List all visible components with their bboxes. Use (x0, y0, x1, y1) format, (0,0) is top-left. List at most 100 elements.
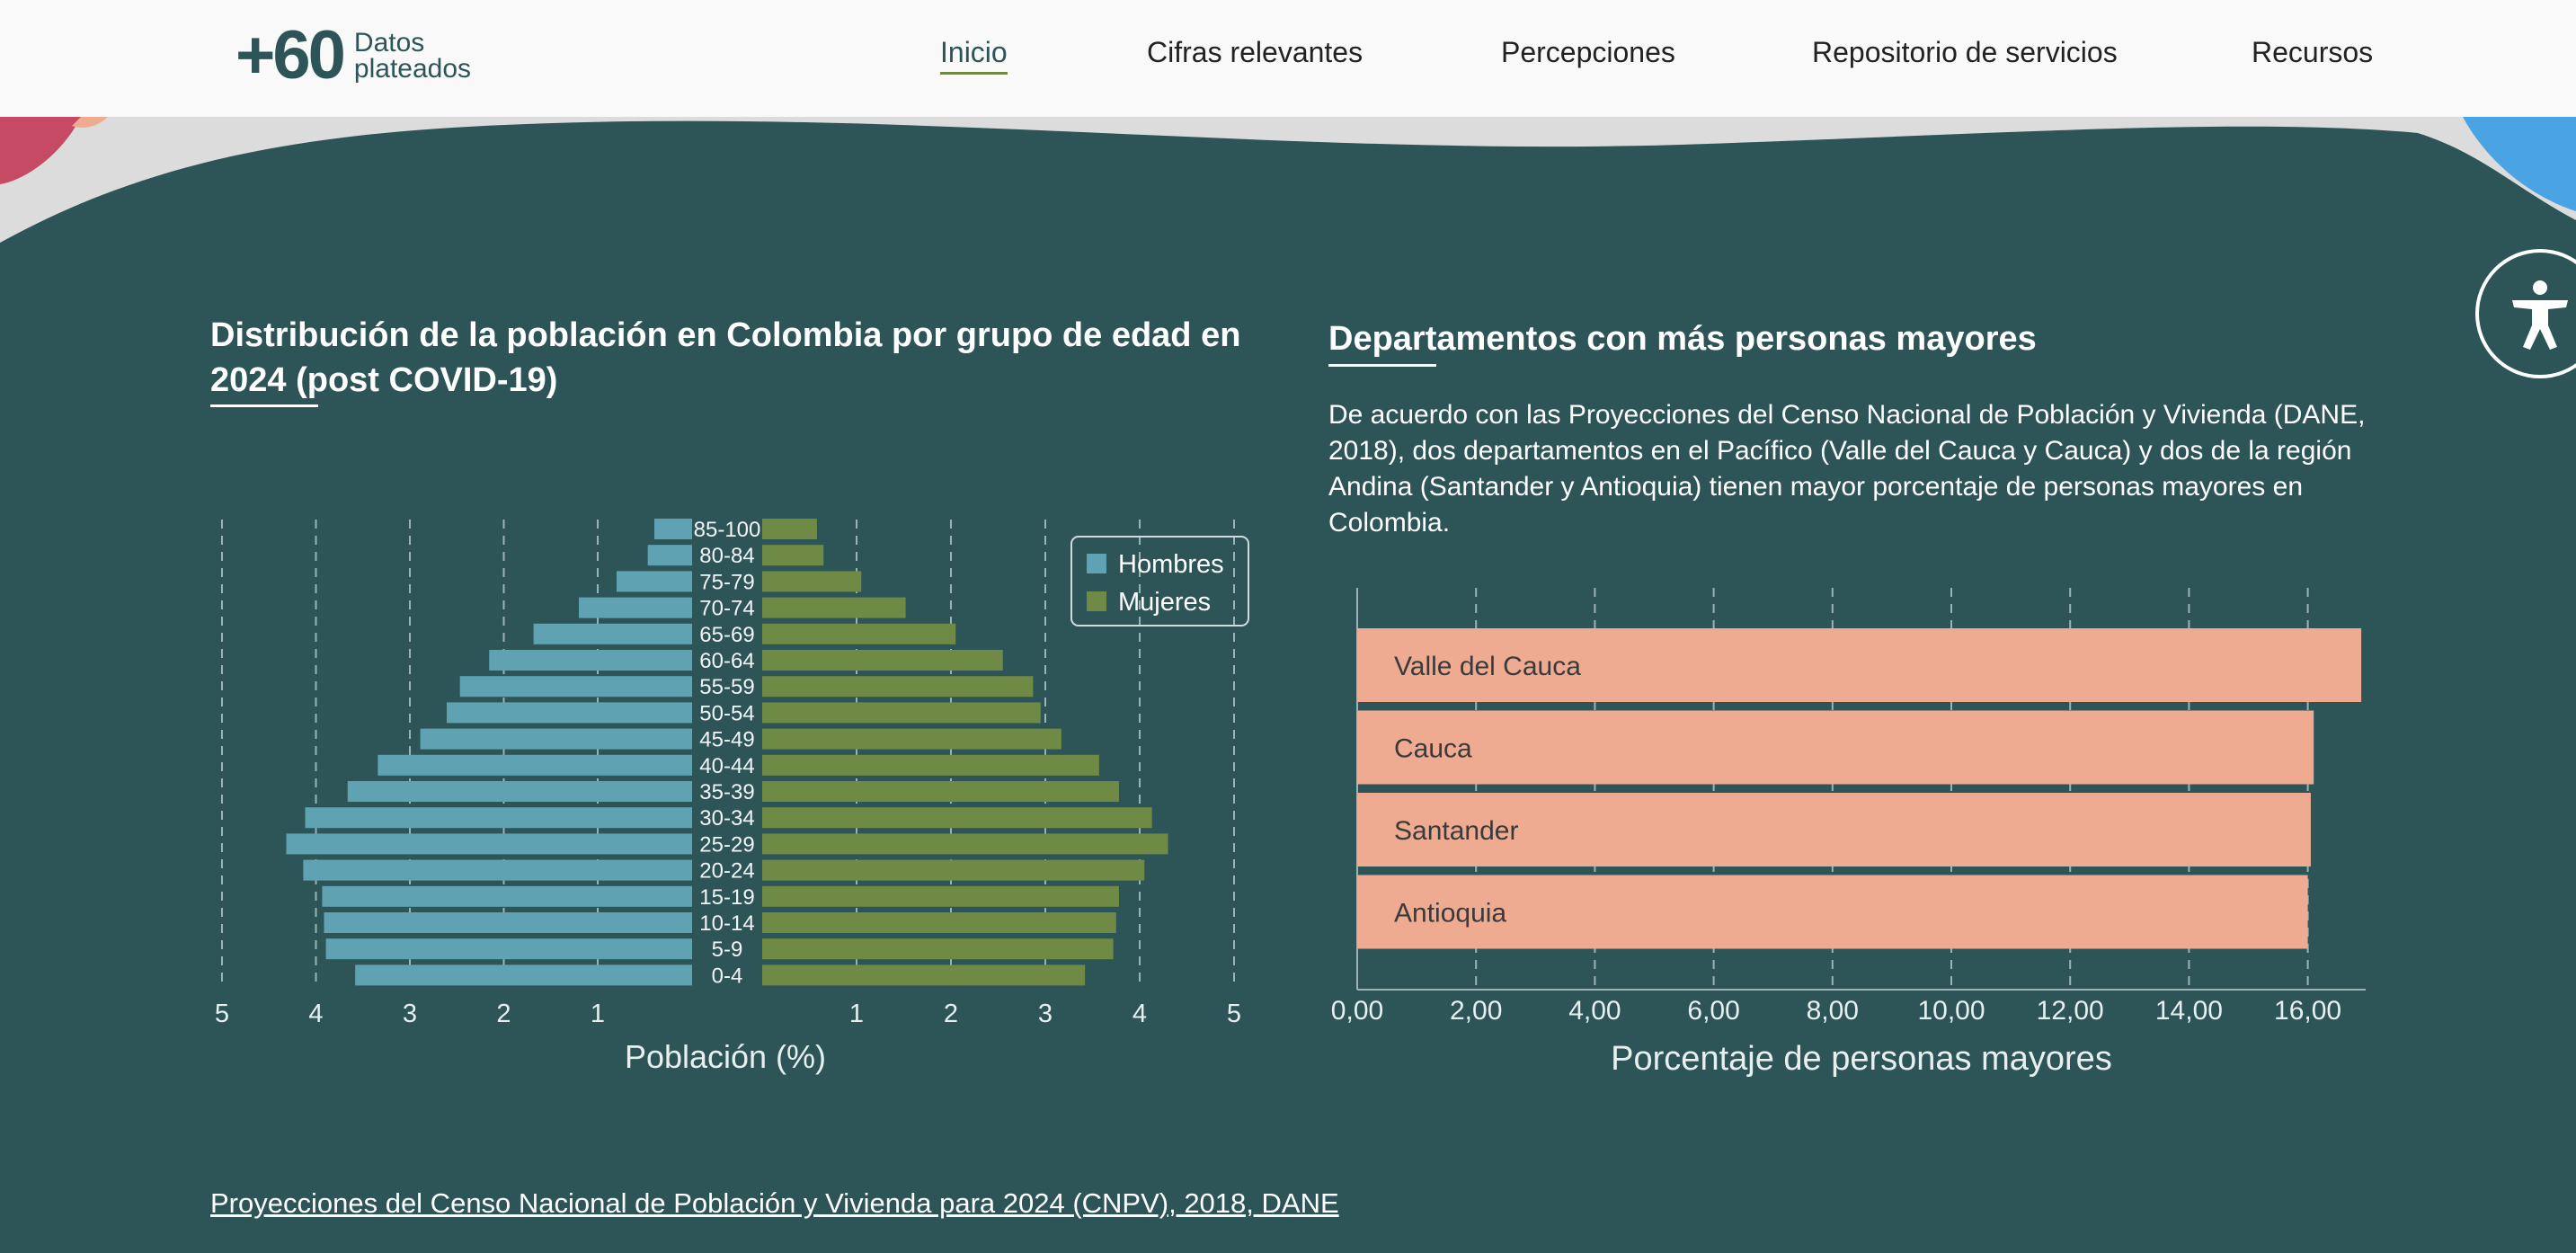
category-label-40-44: 40-44 (699, 754, 754, 778)
bar-hombres-80-84 (647, 545, 692, 566)
nav-item-recursos[interactable]: Recursos (2252, 36, 2374, 68)
bar-mujeres-30-34 (762, 807, 1152, 829)
bar-hombres-75-79 (617, 571, 692, 592)
category-label-85-100: 85-100 (694, 518, 761, 542)
bar-hombres-10-14 (324, 912, 692, 933)
logo-number: +60 (235, 17, 346, 93)
bar-mujeres-60-64 (762, 650, 1003, 671)
legend-swatch-hombres (1087, 554, 1106, 573)
legend-label-mujeres: Mujeres (1118, 588, 1211, 617)
pyramid-title-underline (210, 404, 318, 407)
category-label-65-69: 65-69 (699, 623, 754, 647)
dep-bar-cauca (1357, 710, 2314, 785)
bar-hombres-30-34 (305, 807, 692, 829)
logo-text-line2: plateados (353, 54, 472, 84)
dep-tick-label-3: 6,00 (1687, 996, 1739, 1026)
legend-swatch-mujeres (1087, 591, 1106, 611)
departamentos-chart-title: Departamentos con más personas mayores (1328, 320, 2037, 358)
bar-hombres-5-9 (325, 938, 692, 960)
departamentos-description: De acuerdo con las Proyecciones del Cens… (1328, 400, 2366, 538)
bar-mujeres-10-14 (762, 912, 1116, 933)
category-label-45-49: 45-49 (699, 728, 754, 752)
bar-mujeres-20-24 (762, 859, 1145, 881)
category-label-25-29: 25-29 (699, 832, 754, 857)
bar-mujeres-75-79 (762, 571, 862, 592)
nav-item-percepciones[interactable]: Percepciones (1501, 36, 1675, 68)
bar-hombres-0-4 (355, 964, 692, 986)
dep-bar-valle-del-cauca (1357, 628, 2362, 702)
bar-mujeres-25-29 (762, 833, 1168, 855)
bar-mujeres-15-19 (762, 885, 1119, 907)
bar-mujeres-55-59 (762, 676, 1034, 698)
category-label-20-24: 20-24 (699, 859, 754, 884)
dep-tick-label-1: 2,00 (1450, 996, 1502, 1026)
dep-tick-label-7: 14,00 (2155, 996, 2223, 1026)
bar-hombres-55-59 (459, 676, 692, 698)
dep-tick-label-6: 12,00 (2037, 996, 2104, 1026)
bar-mujeres-70-74 (762, 597, 906, 618)
category-label-50-54: 50-54 (699, 701, 754, 725)
bar-mujeres-80-84 (762, 545, 824, 566)
category-label-70-74: 70-74 (699, 597, 754, 621)
logo-text-line1: Datos (353, 28, 425, 58)
tick-label-r-2: 2 (944, 1000, 958, 1028)
departamentos-x-axis-label: Porcentaje de personas mayores (1611, 1040, 2112, 1078)
dep-bar-label-cauca: Cauca (1394, 734, 1472, 764)
dep-bar-antioquia (1357, 875, 2308, 949)
pyramid-title-line1: Distribución de la población en Colombia… (210, 316, 1241, 354)
leaf-decoration-left (0, 117, 81, 184)
tick-label-l-5: 5 (215, 1000, 229, 1028)
bar-mujeres-50-54 (762, 702, 1041, 724)
pyramid-bars (286, 519, 1168, 986)
bar-mujeres-0-4 (762, 964, 1086, 986)
tick-label-l-1: 1 (591, 1000, 605, 1028)
category-label-15-19: 15-19 (699, 885, 754, 910)
accessibility-button[interactable] (2475, 249, 2576, 378)
source-link[interactable]: Proyecciones del Censo Nacional de Pobla… (210, 1187, 1339, 1219)
logo-text: Datos plateados (353, 28, 472, 84)
category-label-35-39: 35-39 (699, 780, 754, 804)
category-label-0-4: 0-4 (712, 964, 743, 988)
nav-item-repositorio-de-servicios[interactable]: Repositorio de servicios (1812, 36, 2118, 68)
bar-hombres-25-29 (286, 833, 692, 855)
bar-hombres-85-100 (654, 519, 692, 539)
tick-label-l-4: 4 (308, 1000, 323, 1028)
bar-mujeres-85-100 (762, 519, 817, 539)
pyramid-title-line2: 2024 (post COVID-19) (210, 361, 558, 399)
category-label-75-79: 75-79 (699, 570, 754, 594)
nav-item-inicio[interactable]: Inicio (940, 34, 1008, 75)
departamentos-tick-labels: 0,00 2,00 4,00 6,00 8,00 10,00 12,00 14,00 16,00 (1331, 996, 2341, 1026)
departamentos-bars: Valle del Cauca Cauca Santander Antioquia (1357, 628, 2362, 949)
category-label-80-84: 80-84 (699, 544, 754, 568)
dep-bar-label-antioquia: Antioquia (1394, 899, 1506, 929)
dep-tick-label-8: 16,00 (2274, 996, 2341, 1026)
nav-item-cifras-relevantes[interactable]: Cifras relevantes (1147, 36, 1364, 68)
bar-mujeres-5-9 (762, 938, 1114, 960)
bar-mujeres-40-44 (762, 754, 1099, 776)
category-label-55-59: 55-59 (699, 675, 754, 699)
tick-label-r-1: 1 (849, 1000, 864, 1028)
accessibility-icon (2512, 280, 2568, 350)
pyramid-tick-labels: 1 1 2 2 3 3 4 4 5 5 (215, 1000, 1241, 1028)
tick-label-r-5: 5 (1227, 1000, 1241, 1028)
bar-hombres-45-49 (420, 728, 692, 750)
departamentos-bar-chart: Valle del Cauca Cauca Santander Antioquia 0… (1331, 588, 2366, 1078)
bar-mujeres-35-39 (762, 781, 1119, 802)
tick-label-l-2: 2 (496, 1000, 511, 1028)
bar-hombres-35-39 (347, 781, 692, 802)
departamentos-title-underline (1328, 364, 1436, 367)
bar-mujeres-45-49 (762, 728, 1061, 750)
tick-label-r-3: 3 (1038, 1000, 1053, 1028)
category-label-30-34: 30-34 (699, 806, 754, 831)
legend-label-hombres: Hombres (1118, 550, 1224, 579)
category-label-60-64: 60-64 (699, 649, 754, 673)
tick-label-r-4: 4 (1133, 1000, 1147, 1028)
bar-hombres-70-74 (579, 597, 692, 618)
bar-mujeres-65-69 (762, 623, 956, 644)
pyramid-chart-title: Distribución de la población en Colombia… (210, 313, 1240, 403)
bar-hombres-20-24 (303, 859, 692, 881)
site-logo[interactable]: +60 Datos plateados (235, 20, 471, 92)
bar-hombres-50-54 (447, 702, 692, 724)
